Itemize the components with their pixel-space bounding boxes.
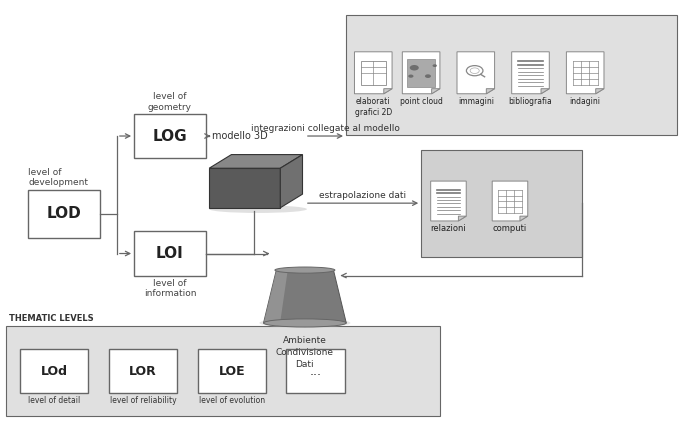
FancyBboxPatch shape [134, 114, 206, 158]
Polygon shape [596, 89, 604, 94]
Text: level of
development: level of development [28, 168, 88, 187]
FancyBboxPatch shape [28, 189, 100, 238]
Polygon shape [209, 155, 303, 168]
Text: bibliografia: bibliografia [509, 97, 552, 106]
Text: estrapolazione dati: estrapolazione dati [319, 191, 407, 200]
Polygon shape [520, 216, 527, 221]
Text: Ambiente
Condivisione
Dati: Ambiente Condivisione Dati [276, 336, 334, 369]
Polygon shape [566, 52, 604, 94]
Polygon shape [432, 89, 440, 94]
Text: level of
geometry: level of geometry [148, 93, 192, 112]
Polygon shape [280, 155, 303, 208]
Circle shape [425, 74, 431, 78]
Circle shape [410, 65, 419, 71]
Text: indagini: indagini [570, 97, 601, 106]
FancyBboxPatch shape [197, 349, 266, 393]
Polygon shape [431, 181, 466, 221]
Polygon shape [407, 59, 436, 88]
Text: LOG: LOG [153, 128, 187, 144]
Polygon shape [493, 181, 527, 221]
Text: level of detail: level of detail [28, 397, 80, 405]
Polygon shape [541, 89, 549, 94]
Ellipse shape [260, 318, 351, 328]
FancyBboxPatch shape [20, 349, 88, 393]
Polygon shape [264, 270, 346, 323]
Circle shape [432, 64, 437, 67]
FancyBboxPatch shape [286, 349, 345, 393]
Text: level of reliability: level of reliability [110, 397, 176, 405]
Text: ...: ... [310, 365, 321, 378]
Polygon shape [402, 52, 440, 94]
Text: THEMATIC LEVELS: THEMATIC LEVELS [9, 314, 94, 322]
Polygon shape [264, 270, 288, 323]
Text: integrazioni collegate al modello: integrazioni collegate al modello [251, 124, 400, 133]
Text: LOD: LOD [47, 206, 82, 221]
Circle shape [408, 75, 414, 78]
Text: level of
information: level of information [144, 279, 196, 298]
Text: modello 3D: modello 3D [212, 131, 268, 141]
Polygon shape [457, 52, 495, 94]
FancyBboxPatch shape [421, 149, 582, 257]
FancyBboxPatch shape [109, 349, 177, 393]
Polygon shape [486, 89, 495, 94]
Polygon shape [209, 168, 280, 208]
Text: LOI: LOI [156, 246, 184, 261]
Text: LOd: LOd [40, 365, 68, 378]
Ellipse shape [264, 319, 346, 327]
Text: relazioni: relazioni [431, 224, 466, 233]
FancyBboxPatch shape [346, 16, 677, 135]
Polygon shape [354, 52, 392, 94]
Ellipse shape [275, 267, 335, 273]
FancyBboxPatch shape [6, 326, 440, 416]
Text: level of evolution: level of evolution [199, 397, 265, 405]
Polygon shape [458, 216, 466, 221]
Text: computi: computi [493, 224, 527, 233]
Text: elaborati
grafici 2D: elaborati grafici 2D [355, 97, 392, 117]
Ellipse shape [209, 205, 307, 213]
Text: LOR: LOR [129, 365, 157, 378]
FancyBboxPatch shape [134, 232, 206, 275]
Text: point cloud: point cloud [399, 97, 443, 106]
Text: immagini: immagini [458, 97, 494, 106]
Polygon shape [512, 52, 549, 94]
Text: LOE: LOE [219, 365, 245, 378]
Polygon shape [384, 89, 392, 94]
